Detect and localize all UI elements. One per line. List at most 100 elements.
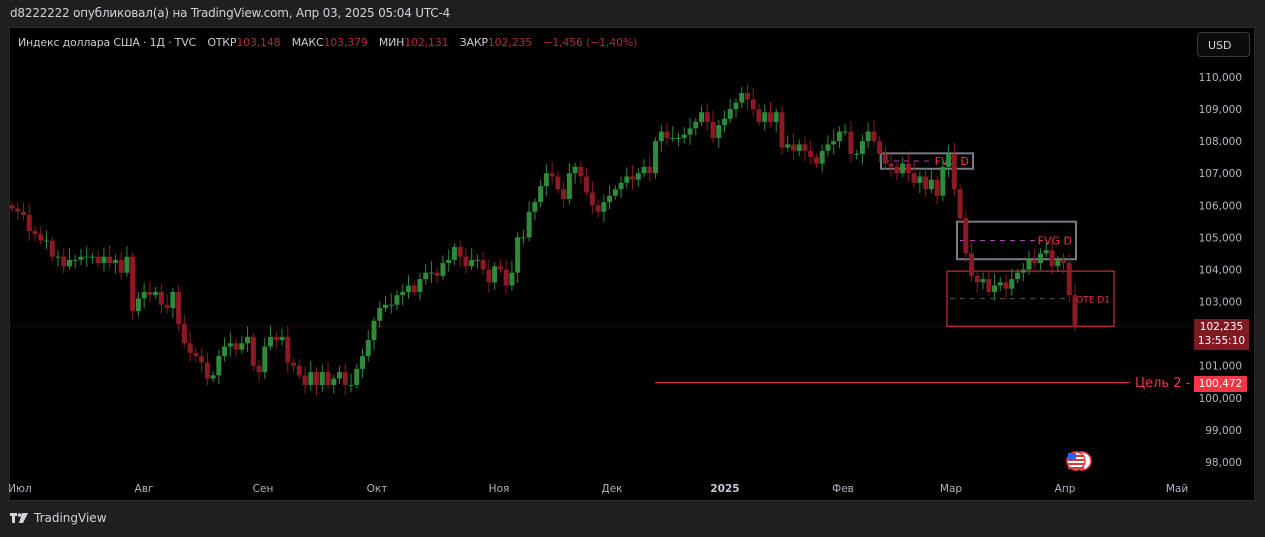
candle-down	[578, 166, 584, 177]
candle-up	[227, 343, 233, 347]
candle-down	[9, 205, 15, 209]
candle-up	[89, 256, 95, 258]
candle-up	[451, 247, 457, 260]
candle-down	[888, 163, 894, 167]
candle-down	[871, 131, 877, 142]
candle-down	[273, 336, 279, 341]
change-value: −1,456 (−1,40%)	[543, 36, 638, 49]
y-axis-tick: 110,000	[1199, 72, 1242, 84]
candle-up	[469, 259, 475, 267]
candle-up	[239, 343, 245, 350]
candle-down	[164, 304, 170, 308]
candle-up	[739, 93, 745, 103]
box-label: OTE D1	[1076, 296, 1110, 306]
box-label: FVG D	[1038, 234, 1072, 247]
candle-down	[233, 343, 239, 350]
fvg-box	[880, 152, 974, 170]
candle-up	[153, 291, 159, 296]
candle-down	[49, 240, 55, 257]
candle-up	[854, 153, 860, 155]
candle-up	[43, 240, 49, 242]
candle-down	[963, 218, 969, 254]
candle-up	[515, 237, 521, 273]
bar-countdown: 13:55:10	[1197, 335, 1246, 347]
candle-up	[618, 182, 624, 190]
candle-up	[676, 137, 682, 139]
candle-down	[710, 121, 716, 138]
candle-up	[101, 256, 107, 264]
candle-up	[78, 256, 84, 260]
candle-up	[72, 259, 78, 261]
candle-down	[630, 176, 636, 180]
candle-up	[836, 131, 842, 142]
candle-up	[279, 336, 285, 341]
x-axis-tick: Окт	[367, 483, 388, 495]
candle-down	[107, 256, 113, 264]
candle-up	[474, 259, 480, 261]
candle-down	[187, 343, 193, 353]
candle-up	[727, 109, 733, 119]
candle-down	[285, 336, 291, 363]
candle-up	[992, 285, 998, 292]
candle-up	[216, 356, 222, 376]
candle-up	[55, 256, 61, 258]
candle-up	[388, 304, 394, 306]
y-axis-tick: 103,000	[1199, 297, 1242, 309]
candle-up	[773, 112, 779, 122]
candle-up	[135, 298, 141, 312]
candle-down	[314, 372, 320, 385]
ote-zone-box	[946, 270, 1115, 327]
candle-down	[894, 166, 900, 174]
x-axis-tick: Май	[1166, 483, 1188, 495]
candle-down	[158, 291, 164, 305]
y-axis-tick: 105,000	[1199, 232, 1242, 244]
candle-down	[756, 109, 762, 122]
candle-down	[15, 208, 21, 212]
candle-down	[813, 157, 819, 164]
candle-down	[199, 356, 205, 363]
candle-down	[503, 269, 509, 286]
candle-up	[566, 173, 572, 199]
low-label: МИН	[378, 36, 405, 49]
candle-up	[865, 131, 871, 142]
footer-brand[interactable]: TradingView	[10, 511, 107, 525]
candle-up	[940, 166, 946, 196]
candle-down	[595, 205, 601, 212]
x-axis-tick: Фев	[832, 483, 854, 495]
candle-up	[653, 141, 659, 174]
candle-down	[61, 256, 67, 267]
candle-up	[222, 346, 228, 357]
high-value: 103,379	[323, 36, 368, 49]
candle-up	[733, 102, 739, 110]
candle-up	[681, 134, 687, 138]
candle-up	[819, 150, 825, 164]
candle-up	[1038, 253, 1044, 264]
us-flag-event-icon[interactable]	[1066, 451, 1092, 471]
candle-down	[118, 259, 124, 273]
candle-down	[779, 112, 785, 148]
candle-up	[1055, 259, 1061, 267]
currency-button[interactable]: USD	[1197, 32, 1250, 57]
candle-up	[946, 153, 952, 167]
symbol-title[interactable]: Индекс доллара США · 1Д · TVC	[18, 36, 197, 49]
candle-up	[1015, 272, 1021, 280]
x-axis-tick: Авг	[135, 483, 154, 495]
candle-up	[980, 279, 986, 283]
y-axis-tick: 99,000	[1205, 425, 1242, 437]
candle-down	[767, 112, 773, 122]
candle-up	[509, 272, 515, 286]
candle-up	[641, 166, 647, 174]
candle-up	[928, 179, 934, 190]
chart-pane[interactable]	[9, 27, 1255, 501]
candle-up	[308, 372, 314, 385]
candle-down	[95, 256, 101, 264]
candle-up	[417, 279, 423, 292]
candle-down	[1032, 259, 1038, 264]
candle-down	[704, 112, 710, 122]
candle-up	[658, 131, 664, 142]
candle-up	[543, 173, 549, 187]
candle-down	[497, 266, 503, 270]
x-axis-tick: Ноя	[489, 483, 510, 495]
candle-down	[744, 93, 750, 100]
